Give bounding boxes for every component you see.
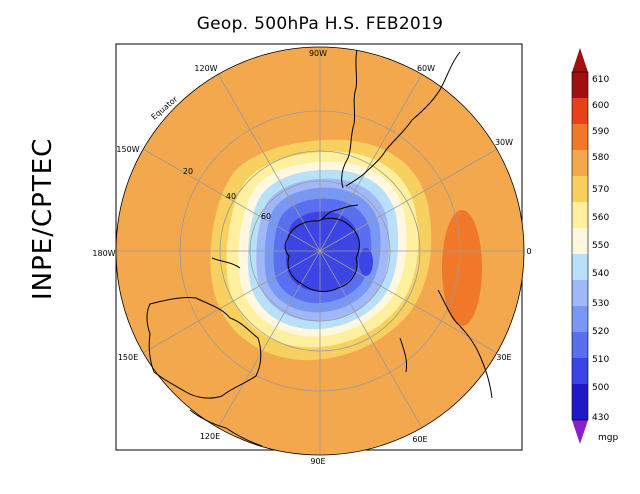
lon-label-30w: 30W [495, 138, 513, 147]
colorbar: 610 600 590 580 570 560 550 540 530 520 … [571, 48, 618, 444]
colorbar-swatch-500-510 [572, 332, 588, 358]
meridian-60e [319, 250, 423, 429]
south-america-east-coast [345, 51, 461, 187]
colorbar-label: 600 [592, 101, 609, 111]
colorbar-label: 430 [592, 413, 609, 423]
colorbar-swatch-570-580 [572, 150, 588, 176]
colorbar-swatch-520-530 [572, 280, 588, 306]
indonesia-coast [189, 409, 263, 447]
colorbar-swatch-below-430 [572, 384, 588, 420]
madagascar-coast [399, 337, 407, 373]
meridian-30w [319, 148, 498, 252]
meridian-120e [217, 250, 321, 429]
south-america-west-coast [341, 49, 358, 189]
lon-label-60w: 60W [417, 64, 435, 73]
chart-title: Geop. 500hPa H.S. FEB2019 [196, 14, 444, 34]
colorbar-swatch-550-560 [572, 202, 588, 228]
colorbar-label: 540 [592, 269, 609, 279]
new-zealand-coast [211, 257, 241, 269]
colorbar-bottom-arrow [572, 420, 588, 444]
colorbar-label: 560 [592, 213, 609, 223]
colorbar-label: 520 [592, 327, 609, 337]
lon-label-150e: 150E [118, 353, 138, 362]
colorbar-unit: mgp [598, 433, 618, 443]
equator-circle [115, 46, 525, 456]
lon-label-150w: 150W [116, 145, 139, 154]
colorbar-label: 510 [592, 355, 609, 365]
colorbar-swatch-430-500 [572, 358, 588, 384]
colorbar-label: 610 [592, 75, 609, 85]
meridian-150e [142, 250, 321, 354]
lon-label-90e: 90E [310, 457, 325, 466]
colorbar-swatch-580-590 [572, 124, 588, 150]
colorbar-swatch-590-600 [572, 98, 588, 124]
africa-coast [437, 289, 493, 399]
colorbar-label: 550 [592, 241, 609, 251]
meridian-120w [217, 73, 321, 252]
longitude-labels: 90W 60W 30W 0 30E 60E 90E 120E 150E 180W… [92, 49, 531, 466]
colorbar-label: 590 [592, 127, 609, 137]
colorbar-outline [571, 71, 589, 421]
lon-label-90w: 90W [309, 49, 327, 58]
graticule [116, 47, 524, 455]
colorbar-swatch-540-550 [572, 228, 588, 254]
colorbar-label: 570 [592, 185, 609, 195]
colorbar-swatch-510-520 [572, 306, 588, 332]
lat-label-20: 20 [183, 167, 193, 176]
colorbar-label: 580 [592, 153, 609, 163]
colorbar-swatch-600-610 [572, 72, 588, 98]
band-500-minimum [359, 248, 373, 276]
lon-label-120w: 120W [194, 64, 217, 73]
australia-coast [146, 297, 262, 399]
colorbar-label: 530 [592, 299, 609, 309]
meridian-30e [319, 250, 498, 354]
meridian-60w [319, 73, 423, 252]
antarctic-peninsula [321, 204, 359, 220]
colorbar-swatch-530-540 [572, 254, 588, 280]
lon-label-60e: 60E [412, 435, 427, 444]
lon-label-180w: 180W [92, 249, 115, 258]
colorbar-swatch-560-570 [572, 176, 588, 202]
colorbar-label: 500 [592, 383, 609, 393]
lon-label-120e: 120E [200, 432, 220, 441]
lat-label-60: 60 [261, 212, 271, 221]
meridian-150w [142, 148, 321, 252]
lon-label-30e: 30E [496, 353, 511, 362]
lat-label-40: 40 [226, 192, 236, 201]
colorbar-top-arrow [572, 48, 588, 72]
lon-label-0: 0 [526, 247, 531, 256]
antarctica-coast [284, 217, 360, 292]
coastlines [146, 49, 493, 447]
